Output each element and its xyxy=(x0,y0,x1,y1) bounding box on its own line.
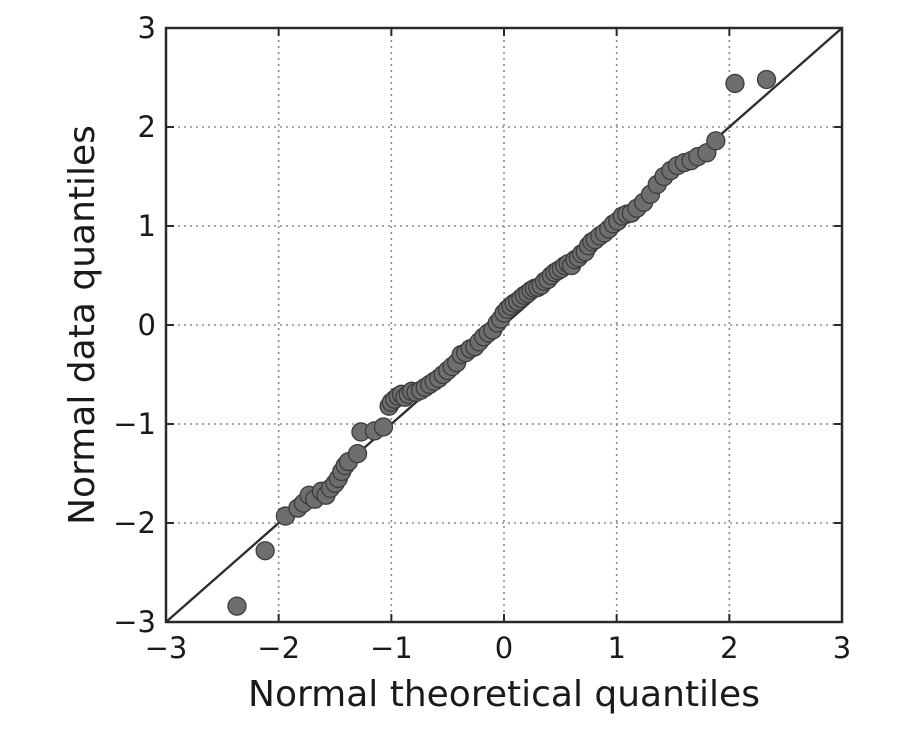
x-tick-label-1: −2 xyxy=(257,631,300,665)
x-tick-label-0: −3 xyxy=(145,631,188,665)
y-tick-label-6: 3 xyxy=(138,11,156,45)
y-tick-label-1: −2 xyxy=(113,506,156,540)
y-tick-label-3: 0 xyxy=(138,308,156,342)
tick-marks xyxy=(165,27,843,623)
x-tick-label-5: 2 xyxy=(720,631,738,665)
y-tick-label-5: 2 xyxy=(138,110,156,144)
y-tick-label-4: 1 xyxy=(138,209,156,243)
data-point-95 xyxy=(725,73,745,94)
x-tick-label-4: 1 xyxy=(607,631,625,665)
x-tick-label-6: 3 xyxy=(833,631,851,665)
data-point-15 xyxy=(347,444,368,464)
y-tick-label-0: −3 xyxy=(113,605,156,639)
y-tick-label-2: −1 xyxy=(113,407,156,441)
y-axis-label: Normal data quantiles xyxy=(62,125,103,525)
data-point-96 xyxy=(756,69,777,90)
data-point-18 xyxy=(373,417,394,437)
x-tick-labels: −3 −2 −1 0 1 2 3 xyxy=(145,631,852,665)
y-tick-labels: −3 −2 −1 0 1 2 3 xyxy=(113,11,156,639)
data-point-0 xyxy=(227,596,247,616)
x-axis-label: Normal theoretical quantiles xyxy=(248,674,760,715)
x-tick-label-3: 0 xyxy=(495,631,513,665)
data-point-94 xyxy=(706,131,726,151)
x-tick-label-2: −1 xyxy=(370,631,413,665)
data-points xyxy=(227,69,777,616)
data-point-1 xyxy=(255,541,275,561)
